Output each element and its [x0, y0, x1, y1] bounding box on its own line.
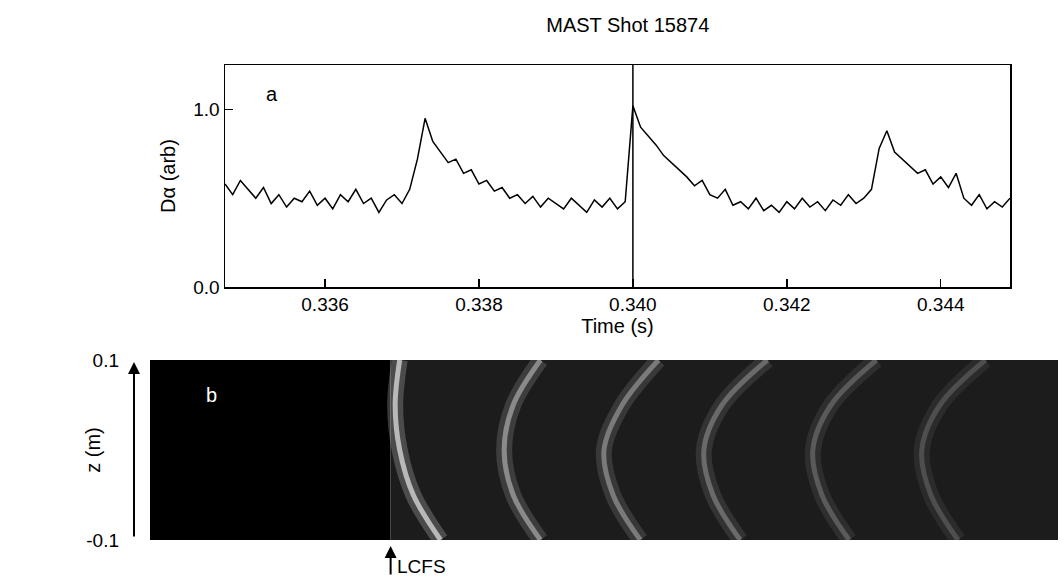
svg-text:1.0: 1.0: [193, 99, 219, 120]
svg-text:b: b: [206, 384, 217, 406]
svg-text:Time (s): Time (s): [581, 315, 654, 337]
svg-text:0.1: 0.1: [93, 350, 119, 371]
svg-text:0.344: 0.344: [917, 294, 965, 315]
svg-text:MAST Shot 15874: MAST Shot 15874: [546, 14, 709, 36]
svg-text:0.340: 0.340: [609, 294, 657, 315]
svg-text:Dα (arb): Dα (arb): [157, 139, 179, 213]
svg-text:-0.1: -0.1: [86, 530, 119, 551]
svg-text:LCFS: LCFS: [397, 556, 446, 577]
svg-text:0.342: 0.342: [763, 294, 811, 315]
svg-text:a: a: [266, 83, 278, 105]
svg-text:0.338: 0.338: [455, 294, 503, 315]
svg-text:z (m): z (m): [82, 427, 104, 473]
svg-text:0.0: 0.0: [193, 277, 219, 298]
svg-text:0.336: 0.336: [301, 294, 349, 315]
